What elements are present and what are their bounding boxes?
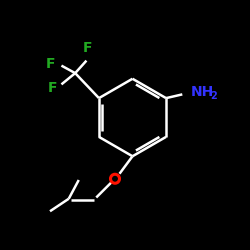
Text: NH: NH: [191, 85, 214, 99]
Text: F: F: [46, 58, 56, 71]
Text: F: F: [48, 81, 57, 95]
Text: 2: 2: [210, 91, 217, 101]
Text: F: F: [83, 41, 92, 55]
